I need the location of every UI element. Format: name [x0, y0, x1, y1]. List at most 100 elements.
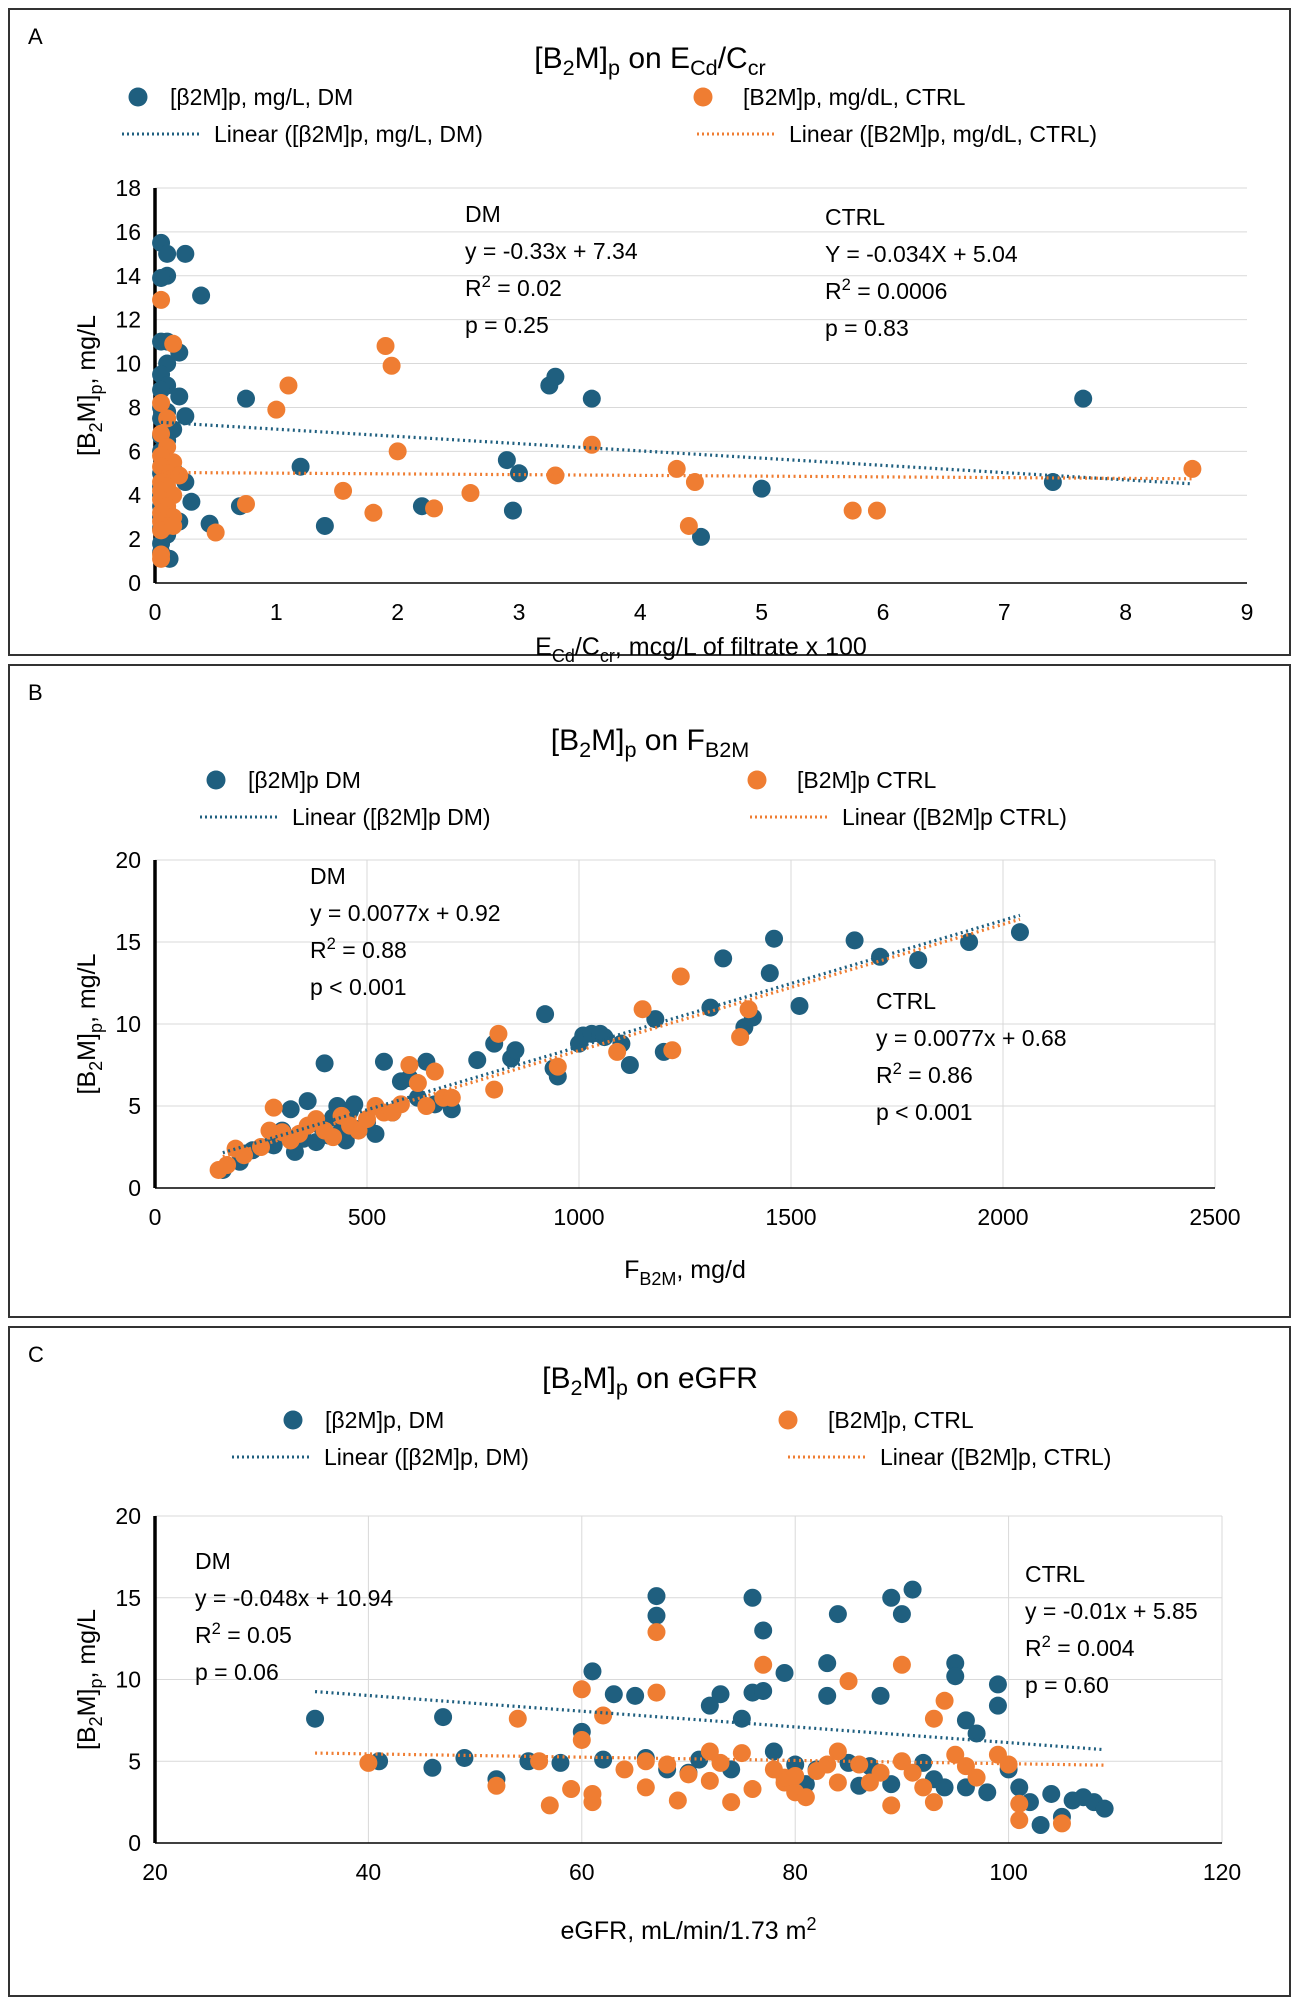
annotation-dm-r-squared: R2 = 0.02 — [465, 272, 562, 301]
annotation-dm-equation: y = -0.048x + 10.94 — [195, 1585, 393, 1611]
x-tick-label: 20 — [142, 1859, 168, 1885]
x-tick-label: 0 — [149, 599, 162, 625]
trendline-ctrl — [222, 917, 1021, 1159]
annotation-dm-equation: y = 0.0077x + 0.92 — [310, 900, 501, 926]
point-ctrl — [152, 394, 171, 413]
y-tick-label: 4 — [128, 482, 141, 508]
point-ctrl — [152, 549, 171, 568]
point-ctrl — [388, 442, 407, 461]
point-dm — [1031, 1816, 1050, 1835]
annotation-ctrl-r-squared: R2 = 0.0006 — [825, 275, 947, 304]
point-ctrl — [508, 1709, 527, 1728]
point-ctrl — [267, 400, 286, 419]
point-dm — [237, 389, 255, 408]
x-tick-label: 2 — [391, 599, 404, 625]
x-tick-label: 80 — [782, 1859, 808, 1885]
point-dm — [892, 1605, 911, 1624]
point-ctrl — [324, 1128, 343, 1147]
annotation-dm-group: DM — [465, 201, 501, 227]
point-dm — [960, 933, 979, 951]
legend-label-ctrl: [B2M]p CTRL — [797, 767, 937, 793]
x-tick-label: 8 — [1119, 599, 1132, 625]
point-ctrl — [711, 1753, 730, 1772]
point-ctrl — [796, 1788, 815, 1807]
annotation-ctrl-p-value: p = 0.60 — [1025, 1672, 1109, 1698]
annotation-dm-group: DM — [310, 863, 346, 889]
point-ctrl — [264, 1098, 283, 1117]
panel-letter-b: B — [28, 680, 43, 705]
legend-label-dm: [β2M]p DM — [248, 767, 361, 793]
point-ctrl — [1183, 459, 1202, 478]
annotation-ctrl-group: CTRL — [825, 204, 885, 230]
legend-label-dm: [β2M]p, DM — [325, 1407, 444, 1433]
annotation-dm-group: DM — [195, 1548, 231, 1574]
point-dm — [170, 387, 189, 406]
point-ctrl — [892, 1655, 911, 1674]
point-ctrl — [633, 1000, 652, 1019]
point-dm — [790, 996, 809, 1015]
point-ctrl — [658, 1755, 677, 1774]
point-dm — [374, 1052, 393, 1071]
point-dm — [882, 1588, 901, 1607]
point-dm — [692, 527, 710, 546]
annotation-ctrl-equation: y = -0.01x + 5.85 — [1025, 1598, 1198, 1624]
legend-label-ctrl-linear: Linear ([B2M]p, CTRL) — [880, 1444, 1111, 1470]
point-dm — [909, 951, 928, 970]
chart-b: [B2M]p on FB2M [β2M]p DM [B2M]p CTRL Linear… — [73, 724, 1241, 1289]
annotation-dm-r-squared: R2 = 0.05 — [195, 1619, 292, 1648]
point-dm — [152, 380, 171, 399]
point-ctrl — [359, 1753, 378, 1772]
x-axis-label: ECd/Ccr, mcg/L of filtrate x 100 — [535, 633, 867, 666]
y-tick-label: 16 — [115, 219, 141, 245]
y-tick-label: 0 — [128, 1175, 141, 1201]
point-dm — [1042, 1784, 1061, 1803]
point-ctrl — [572, 1730, 591, 1749]
x-axis-label: FB2M, mg/d — [624, 1256, 746, 1289]
point-dm — [988, 1675, 1007, 1694]
y-tick-label: 0 — [128, 1830, 141, 1856]
point-dm — [423, 1758, 442, 1777]
point-ctrl — [914, 1778, 933, 1797]
y-tick-label: 6 — [128, 438, 141, 464]
point-dm — [967, 1724, 986, 1743]
chart-title: [B2M]p on ECd/Ccr — [534, 42, 765, 80]
point-ctrl — [417, 1097, 436, 1115]
point-dm — [711, 1685, 730, 1704]
point-dm — [158, 244, 177, 263]
point-ctrl — [828, 1742, 847, 1761]
panel-letter-a: A — [28, 24, 43, 49]
point-ctrl — [562, 1780, 581, 1799]
point-dm — [871, 947, 890, 966]
chart-a: [B2M]p on ECd/Ccr [β2M]p, mg/L, DM [B2M]p,… — [73, 42, 1254, 666]
point-ctrl — [685, 473, 704, 492]
point-ctrl — [839, 1672, 858, 1691]
point-ctrl — [442, 1088, 461, 1107]
point-ctrl — [382, 356, 401, 375]
point-ctrl — [946, 1745, 965, 1764]
point-ctrl — [594, 1706, 613, 1725]
annotation-ctrl-p-value: p < 0.001 — [876, 1099, 973, 1125]
point-ctrl — [425, 499, 444, 518]
x-tick-label: 120 — [1203, 1859, 1241, 1885]
y-tick-label: 5 — [128, 1748, 141, 1774]
point-ctrl — [722, 1793, 741, 1812]
x-tick-label: 40 — [356, 1859, 382, 1885]
point-dm — [315, 1054, 334, 1073]
y-tick-label: 20 — [115, 847, 141, 873]
annotation-ctrl-equation: y = 0.0077x + 0.68 — [876, 1025, 1067, 1051]
point-dm — [176, 244, 195, 263]
trendline-ctrl — [161, 470, 1193, 481]
y-axis-label-group: [B2M]p, mg/L — [73, 1609, 106, 1750]
point-dm — [1010, 923, 1029, 942]
legend-label-ctrl-linear: Linear ([B2M]p CTRL) — [842, 804, 1067, 830]
chart-title: [B2M]p on eGFR — [542, 1362, 758, 1400]
x-tick-label: 5 — [755, 599, 768, 625]
point-ctrl — [218, 1156, 237, 1175]
point-dm — [298, 1092, 317, 1111]
point-ctrl — [485, 1080, 504, 1099]
annotation-dm-p-value: p = 0.06 — [195, 1659, 279, 1685]
x-tick-label: 9 — [1241, 599, 1254, 625]
point-dm — [503, 501, 522, 520]
point-ctrl — [700, 1742, 719, 1761]
y-axis-label-group: [B2M]p, mg/L — [73, 953, 106, 1094]
